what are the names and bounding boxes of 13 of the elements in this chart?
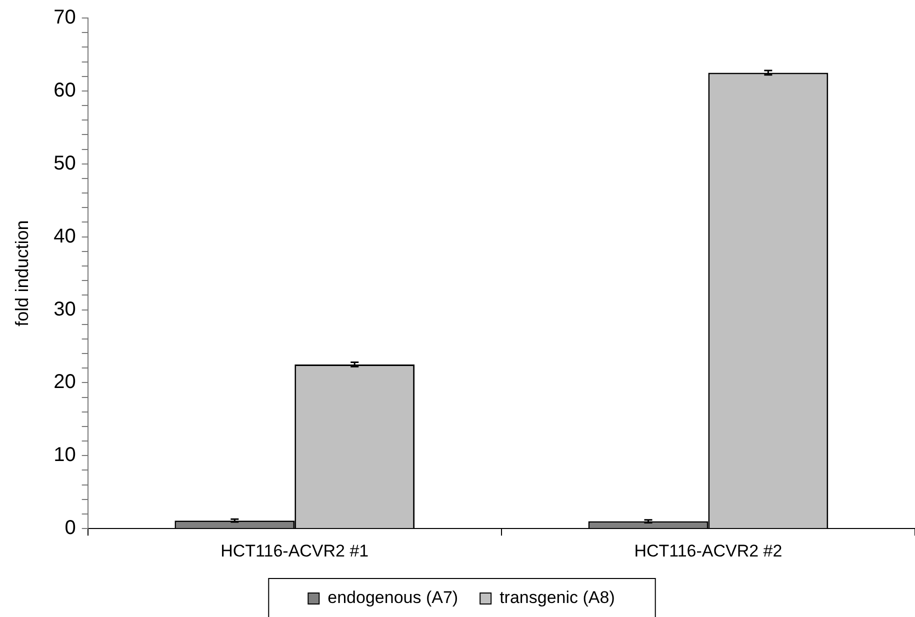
- y-tick-label: 0: [64, 517, 76, 540]
- legend-label: transgenic (A8): [500, 588, 615, 608]
- y-tick-label: 40: [54, 225, 76, 248]
- y-tick-label: 20: [54, 371, 76, 394]
- x-tick-label: HCT116-ACVR2 #2: [634, 541, 782, 560]
- y-tick-label: 70: [54, 6, 76, 29]
- y-tick-label: 60: [54, 79, 76, 102]
- y-axis-title: fold induction: [12, 220, 32, 326]
- y-tick-label: 50: [54, 152, 76, 174]
- y-tick-label: 10: [54, 444, 76, 466]
- x-tick-label: HCT116-ACVR2 #1: [220, 541, 369, 560]
- legend-label: endogenous (A7): [328, 588, 458, 608]
- y-tick-label: 30: [54, 298, 76, 320]
